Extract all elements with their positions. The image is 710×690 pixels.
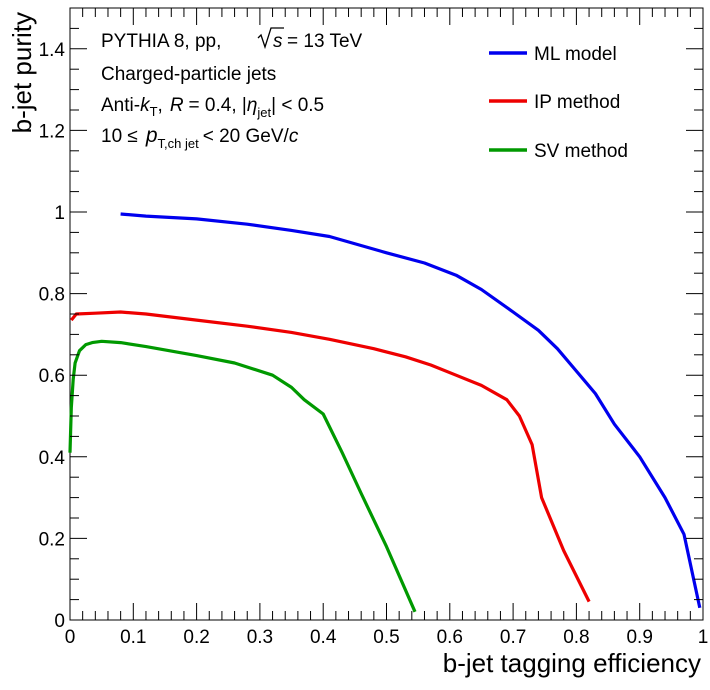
y-tick-label: 1.2 xyxy=(39,121,65,142)
annotation-comma: , xyxy=(158,95,163,116)
x-tick-label: 0.2 xyxy=(183,627,209,648)
series-line-ml-model xyxy=(120,212,702,609)
legend-label-sv: SV method xyxy=(534,141,628,162)
y-tick-label: 0.8 xyxy=(39,285,65,306)
annotation-c: c xyxy=(289,126,299,147)
x-tick-label: 0.8 xyxy=(563,627,589,648)
sqrt-symbol xyxy=(257,27,284,50)
annotation-jet-type: Charged-particle jets xyxy=(101,64,276,85)
x-tick-label: 0.9 xyxy=(626,627,652,648)
legend-label-ml: ML model xyxy=(534,44,617,65)
y-tick-label: 1.4 xyxy=(39,40,66,61)
legend-label-ip: IP method xyxy=(534,92,620,113)
annotation-k-sub: T xyxy=(150,104,158,119)
legend: ML model IP method SV method xyxy=(489,44,628,162)
annotation-eta-cut: | < 0.5 xyxy=(271,95,324,116)
annotation-eta-sub: jet xyxy=(256,105,271,120)
x-tick-label: 0.3 xyxy=(247,627,273,648)
annotation-eta: η xyxy=(247,95,258,116)
annotation-radius: = 0.4, | xyxy=(189,95,247,116)
x-axis-title: b-jet tagging efficiency xyxy=(443,648,701,678)
annotation-p: p xyxy=(145,124,158,147)
annotation-block: PYTHIA 8, pp, s = 13 TeV Charged-particl… xyxy=(101,27,363,151)
annotation-R: R xyxy=(170,95,184,116)
x-tick-label: 0.7 xyxy=(500,627,526,648)
annotation-algorithm: Anti-kT, R = 0.4, |ηjet| < 0.5 xyxy=(101,95,324,120)
y-tick-label: 0.6 xyxy=(39,366,65,387)
annotation-p-sub: T,ch jet xyxy=(158,136,200,151)
y-axis-title: b-jet purity xyxy=(7,12,37,133)
x-tick-label: 1 xyxy=(698,627,709,648)
annotation-pt-high: < 20 GeV/ xyxy=(203,126,290,147)
y-tick-label: 0.2 xyxy=(39,529,65,550)
y-tick-label: 0.4 xyxy=(39,448,66,469)
annotation-pt-range: 10 ≤ pT,ch jet < 20 GeV/c xyxy=(101,124,299,151)
y-tick-label: 1 xyxy=(54,203,65,224)
annotation-anti: Anti- xyxy=(101,95,140,116)
annotation-k: k xyxy=(140,95,151,116)
y-tick-label: 0 xyxy=(54,611,65,632)
x-tick-label: 0.1 xyxy=(120,627,146,648)
x-tick-label: 0 xyxy=(65,627,76,648)
series-line-sv-method xyxy=(68,339,417,613)
annotation-energy: = 13 TeV xyxy=(287,31,363,52)
annotation-pt-low: 10 ≤ xyxy=(101,126,138,147)
annotation-generator: PYTHIA 8, pp, xyxy=(101,31,221,52)
x-tick-label: 0.4 xyxy=(310,627,337,648)
x-tick-label: 0.5 xyxy=(373,627,399,648)
series-line-ip-method xyxy=(70,310,591,603)
annotation-generator-text: PYTHIA 8, pp, xyxy=(101,31,221,52)
annotation-sqrt-s: s xyxy=(273,31,283,52)
x-tick-label: 0.6 xyxy=(437,627,463,648)
